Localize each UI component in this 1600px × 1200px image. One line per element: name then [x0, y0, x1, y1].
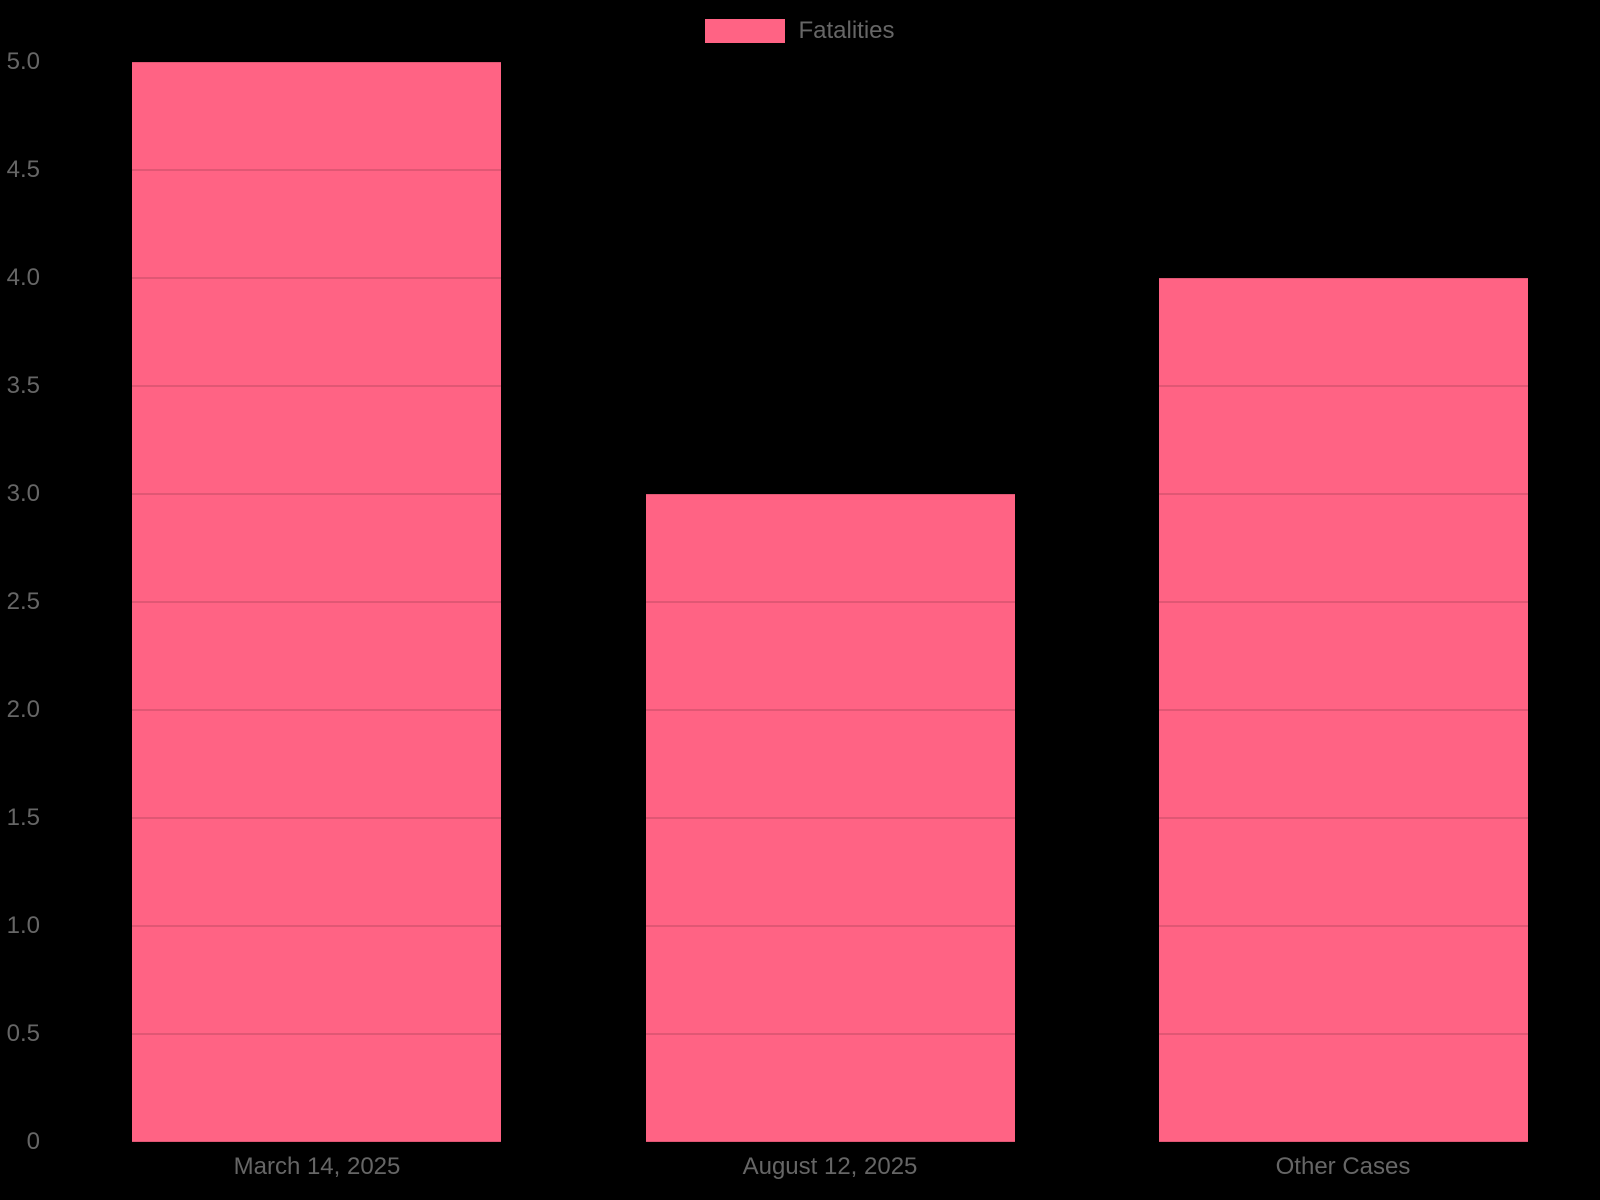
legend-label[interactable]: Fatalities	[798, 17, 895, 44]
bar-other-cases[interactable]	[1159, 278, 1528, 1142]
gridline-4-5	[60, 169, 1600, 171]
gridline-4	[60, 277, 1600, 279]
gridline-2	[60, 709, 1600, 711]
x-axis-label-august-12-2025: August 12, 2025	[742, 1153, 918, 1180]
gridline-0-5	[60, 1033, 1600, 1035]
y-tick-label-0-5: 0.5	[6, 1020, 40, 1047]
y-tick-label-1-5: 1.5	[6, 804, 40, 831]
gridline-3-5	[60, 385, 1600, 387]
y-tick-label-5: 5.0	[6, 48, 40, 75]
bar-march-14-2025[interactable]	[132, 62, 501, 1142]
y-tick-label-3-5: 3.5	[6, 372, 40, 399]
y-tick-label-2-5: 2.5	[6, 588, 40, 615]
gridline-3	[60, 493, 1600, 495]
gridline-1	[60, 925, 1600, 927]
y-tick-label-4-5: 4.5	[6, 156, 40, 183]
gridline-5	[60, 61, 1600, 63]
gridline-0	[60, 1141, 1600, 1143]
y-tick-label-2: 2.0	[6, 696, 40, 723]
y-tick-label-1: 1.0	[6, 912, 40, 939]
x-axis-label-march-14-2025: March 14, 2025	[233, 1153, 401, 1180]
y-tick-label-3: 3.0	[6, 480, 40, 507]
legend[interactable]: Fatalities	[0, 19, 1600, 43]
y-tick-label-4: 4.0	[6, 264, 40, 291]
x-axis-label-other-cases: Other Cases	[1275, 1153, 1411, 1180]
bar-august-12-2025[interactable]	[646, 494, 1015, 1142]
y-tick-label-0: 0	[26, 1128, 40, 1155]
gridline-2-5	[60, 601, 1600, 603]
gridline-1-5	[60, 817, 1600, 819]
legend-swatch[interactable]	[705, 19, 786, 43]
